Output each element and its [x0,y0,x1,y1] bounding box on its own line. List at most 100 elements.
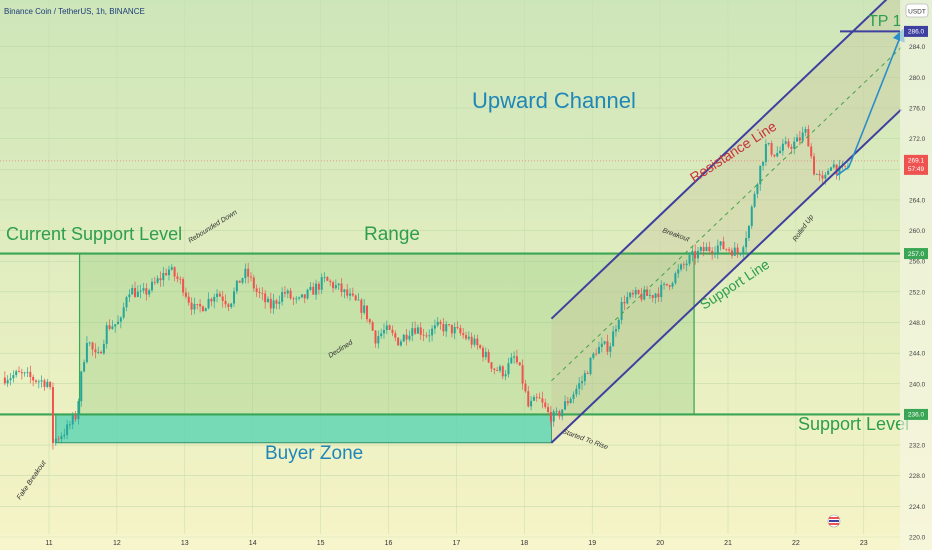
price-axis[interactable]: 220.0 224.0 228.0 232.0 236.0 240.0 244.0 248.0… [900,0,932,550]
candle-body [507,363,510,375]
y-tick-label: 240.0 [909,381,926,388]
candle-body [725,249,728,250]
candle-body [332,282,335,289]
candle-body [190,302,193,310]
candle-body [6,380,9,384]
candle-body [49,381,52,388]
candle-body [380,333,383,337]
candle-body [145,288,148,295]
candle-body [119,317,122,322]
candle-body [779,150,782,153]
candle-body [184,292,187,297]
tp-price-text: 286.0 [908,29,925,36]
candle-body [162,272,165,281]
candle-body [753,193,756,207]
candle-body [419,327,422,335]
candle-body [252,277,255,289]
currency-badge[interactable]: USDT [905,3,929,18]
candle-body [657,293,660,298]
candle-body [422,334,425,336]
candle-body [323,276,326,278]
candle-body [504,374,507,377]
candle-body [640,293,643,300]
candle-body [340,283,343,293]
candle-body [289,290,292,299]
y-tick-label: 252.0 [909,289,926,296]
candle-body [532,396,535,401]
candle-body [150,281,153,291]
candle-body [569,398,572,404]
candle-body [275,300,278,304]
countdown-text: 57:49 [908,166,925,173]
candle-body [818,174,821,176]
candle-body [694,250,697,259]
candle-body [844,165,847,167]
support-channel-line[interactable] [550,108,902,444]
candle-body [711,250,714,254]
candle-body [813,156,816,175]
candle-body [235,280,238,292]
candle-body [317,283,320,290]
candle-body [57,438,60,440]
candle-body [170,267,173,270]
candle-body [173,267,176,277]
y-tick-label: 276.0 [909,106,926,113]
candle-body [762,162,765,166]
y-tick-label: 264.0 [909,197,926,204]
candle-body [360,299,363,313]
candle-body [564,401,567,410]
time-axis[interactable]: 11 12 13 14 15 16 17 18 19 20 21 22 23 [0,534,900,550]
candle-body [153,281,156,283]
candle-body [266,298,269,303]
candle-body [549,411,552,422]
candle-body [142,288,145,291]
candle-body [159,278,162,281]
flag-icon[interactable] [827,514,841,528]
lower-level-text: 236.0 [908,412,925,419]
x-tick-label: 17 [453,540,461,547]
x-tick-label: 11 [45,540,52,547]
candle-body [139,290,142,292]
candle-body [148,290,151,295]
candle-body [326,276,329,281]
candle-body [838,166,841,175]
candle-body [51,387,54,444]
candle-body [674,273,677,284]
candle-body [465,335,468,339]
candle-body [535,396,538,398]
candle-body [487,351,490,363]
candle-body [793,141,796,149]
candle-body [688,254,691,264]
candle-body [835,164,838,175]
candle-body [827,170,830,175]
candle-body [603,341,606,344]
candle-body [677,269,680,274]
resistance-channel-line[interactable] [550,0,901,320]
candle-body [131,287,134,295]
y-tick-label: 244.0 [909,351,926,358]
candle-body [518,362,521,366]
y-tick-label: 224.0 [909,504,926,511]
candle-body [459,327,462,334]
candle-body [524,383,527,392]
candle-body [637,290,640,294]
candle-body [439,321,442,324]
candle-body [354,295,357,301]
candle-body [68,424,71,426]
candle-body [697,250,700,259]
x-tick-label: 18 [520,540,528,547]
candle-body [773,154,776,157]
candle-body [750,206,753,227]
candle-body [671,283,674,287]
candle-body [377,336,380,344]
candle-body [12,375,15,379]
candle-body [606,341,609,352]
y-tick-label: 220.0 [909,534,926,541]
candle-body [105,325,108,344]
candle-body [648,295,651,296]
candle-body [756,184,759,194]
candle-body [83,362,86,372]
candle-body [18,371,21,373]
